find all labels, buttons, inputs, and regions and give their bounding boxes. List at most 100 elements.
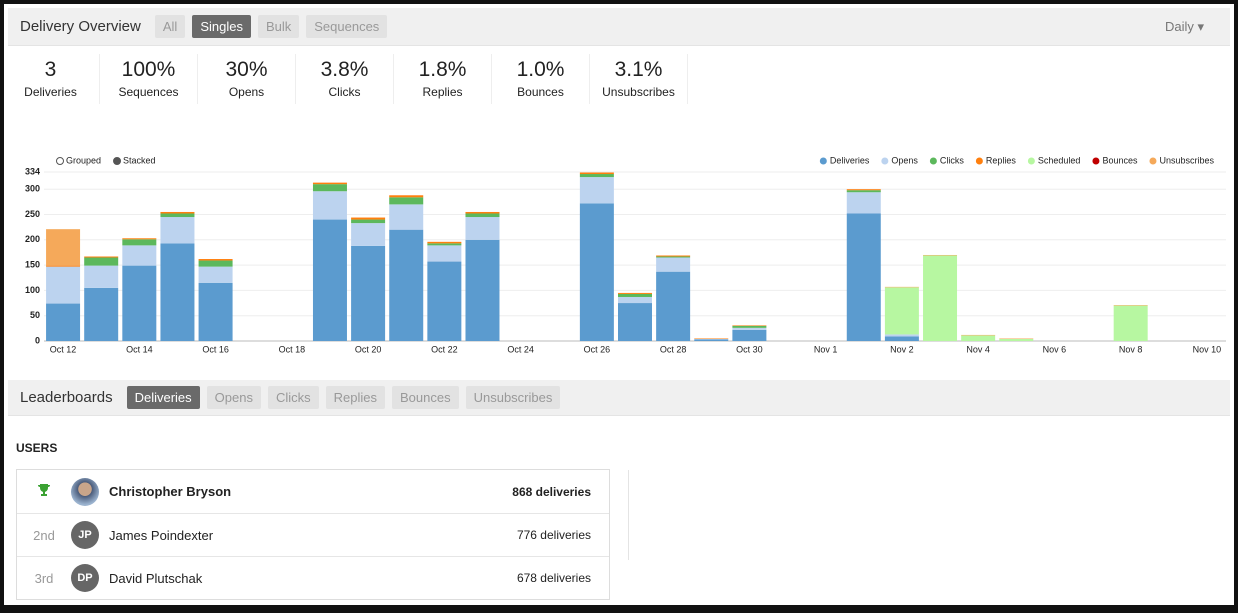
leaderboard-row: Christopher Bryson 868 deliveries [17, 470, 609, 513]
leaderboard-row: 3rd DP David Plutschak 678 deliveries [17, 556, 609, 599]
section-title: USERS [16, 441, 58, 455]
trophy [17, 483, 71, 500]
tab[interactable]: Sequences [306, 15, 388, 38]
tab[interactable]: Opens [206, 386, 261, 409]
bar-segment [160, 213, 195, 218]
bar-segment [46, 229, 81, 266]
tab[interactable]: Replies [325, 386, 385, 409]
mode-radio[interactable] [113, 157, 122, 165]
title: Leaderboards [20, 389, 113, 406]
bar-segment [999, 338, 1034, 341]
period-dropdown[interactable]: Daily ▾ [1164, 18, 1204, 34]
stat: 1.0% Bounces [492, 54, 590, 104]
bar-segment [656, 255, 691, 257]
bar-segment [198, 259, 233, 261]
bar-segment [884, 334, 919, 337]
tabs: Deliveries Opens Clicks Replies Bounces Unsub… [126, 386, 568, 409]
bar-segment [312, 219, 347, 341]
x-tick-label: Oct 14 [126, 344, 153, 354]
title: Delivery Overview [20, 18, 141, 35]
bar-segment [465, 213, 500, 218]
rank: 3rd [34, 570, 54, 586]
bar-segment [427, 245, 462, 262]
bar-segment [923, 255, 958, 341]
bar-segment [122, 265, 157, 341]
bar-segment [846, 189, 881, 191]
user-name: David Plutschak [109, 570, 203, 586]
legend-dot [1027, 157, 1035, 165]
mode-label: Stacked [123, 155, 156, 165]
x-tick-label: Nov 1 [814, 344, 838, 354]
user-count: 868 deliveries [512, 484, 591, 499]
bar-segment [732, 327, 767, 330]
bar-segment [579, 174, 614, 178]
stat-value: 1.8% [418, 58, 467, 81]
avatar: DP [71, 564, 99, 592]
tab[interactable]: Bounces [392, 386, 459, 409]
bar-segment [351, 223, 386, 246]
stat-value: 30% [225, 58, 268, 81]
legend-label: Scheduled [1038, 155, 1081, 165]
legend-label: Bounces [1102, 155, 1138, 165]
leaderboard-table: Christopher Bryson 868 deliveries 2nd JP Jam… [16, 469, 610, 600]
y-tick-label: 50 [30, 310, 40, 320]
legend-label: Deliveries [830, 155, 870, 165]
bar-segment [884, 336, 919, 341]
bar-segment [618, 293, 652, 297]
bar-segment [694, 339, 729, 341]
x-tick-label: Nov 10 [1193, 344, 1222, 354]
tab[interactable]: Deliveries [126, 386, 200, 409]
header: Delivery Overview All Singles Bulk Sequence… [8, 8, 1230, 46]
bar-segment [160, 243, 195, 341]
period-label: Daily [1164, 18, 1194, 34]
legend-label: Unsubscribes [1159, 155, 1214, 165]
x-tick-label: Nov 2 [890, 344, 914, 354]
legend-dot [881, 157, 889, 165]
bar-segment [618, 292, 652, 294]
tab[interactable]: Bulk [257, 15, 300, 38]
bar-segment [656, 271, 691, 341]
bar-segment [732, 329, 767, 341]
bar-segment [84, 265, 119, 288]
stat: 3 Deliveries [4, 54, 100, 104]
x-tick-label: Nov 8 [1119, 344, 1143, 354]
user-name: Christopher Bryson [109, 484, 232, 499]
stat-value: 3.8% [320, 58, 369, 81]
bar-segment [351, 245, 386, 341]
bar-segment [351, 217, 386, 220]
chart: 0 50 100 150 200 250 300 334 Oct 12 Oct 14 Oct 16 O… [25, 155, 1226, 354]
bar-segment [312, 182, 347, 185]
stat-label: Deliveries [24, 85, 77, 99]
bar-segment [884, 287, 919, 335]
trophy-icon [38, 484, 50, 496]
mode-radio[interactable] [56, 157, 64, 165]
rank: 2nd [33, 527, 55, 543]
divider [628, 470, 629, 560]
bar-segment [389, 229, 424, 341]
tab[interactable]: Singles [192, 15, 251, 38]
tab[interactable]: Clicks [267, 386, 319, 409]
bar-segment [46, 303, 81, 341]
bar-segment [84, 257, 119, 266]
avatar-photo [71, 477, 99, 506]
bar-segment [579, 177, 614, 204]
tab[interactable]: Unsubscribes [465, 386, 561, 409]
bar-segment [312, 191, 347, 220]
bar-segment [351, 219, 386, 224]
legend-dot [1092, 157, 1100, 165]
legend-dot [975, 157, 983, 165]
bar-segment [732, 325, 767, 326]
user-name: James Poindexter [109, 527, 214, 543]
x-tick-label: Nov 6 [1043, 344, 1067, 354]
bar-segment [312, 184, 347, 192]
stat: 30% Opens [198, 54, 296, 104]
tab[interactable]: All [154, 15, 186, 38]
bar-segment [999, 338, 1034, 339]
stat-value: 1.0% [516, 58, 565, 81]
bar-segment [656, 256, 691, 258]
bar-segment [694, 338, 729, 340]
stats: 3 Deliveries 100% Sequences 30% Opens 3.8% Clic… [4, 54, 688, 104]
bar-segment [84, 287, 119, 341]
stat-label: Opens [228, 85, 265, 99]
x-tick-label: Oct 30 [736, 344, 763, 354]
